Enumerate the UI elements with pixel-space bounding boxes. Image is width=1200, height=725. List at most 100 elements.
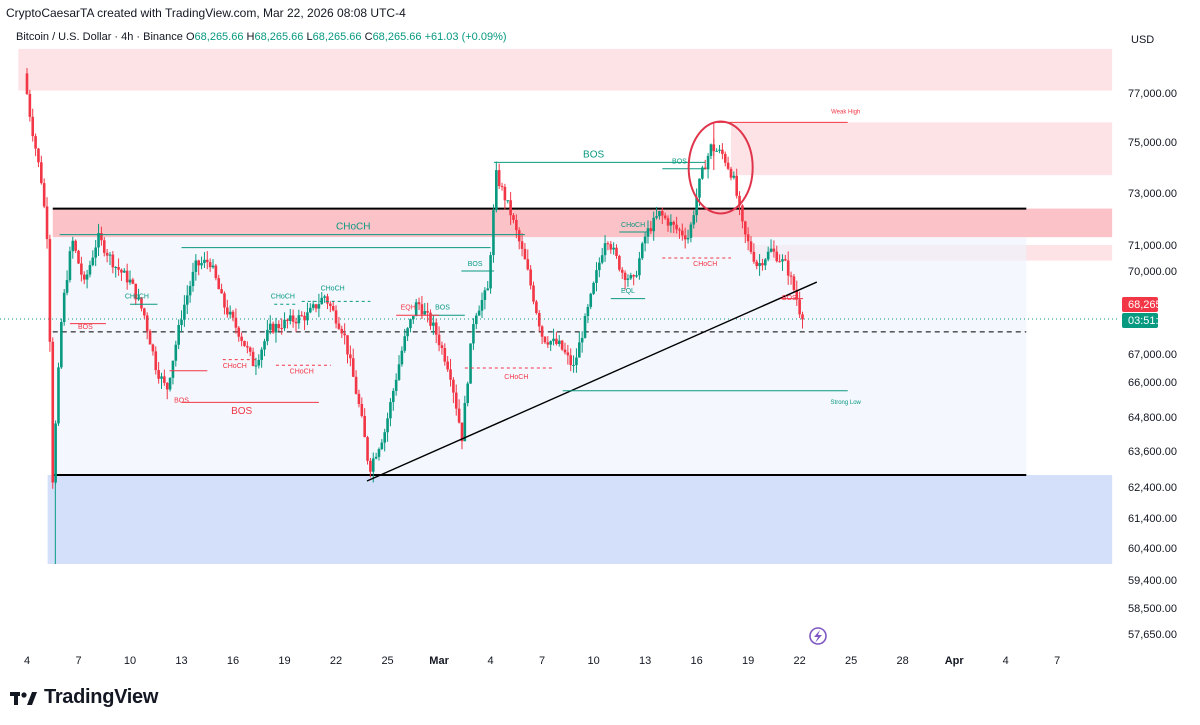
candle-body [672,221,676,225]
x-tick-label: 7 [1054,655,1060,667]
candle-body [755,261,759,267]
candle-body [497,170,501,187]
candle-body [137,297,140,300]
y-tick-label: 64,800.00 [1128,412,1177,424]
candle-body [626,278,630,280]
structure-label-choch: CHoCH [321,285,345,292]
candle-body [509,200,512,216]
candle-body [469,343,472,384]
candle-body [280,328,283,330]
candle-body [414,302,418,317]
candle-body [726,162,730,169]
candle-body [678,229,681,231]
candle-body [60,322,63,368]
tradingview-logo[interactable]: TradingView [10,686,158,709]
candle-body [706,155,710,170]
candles-layer [25,68,804,564]
y-tick-label: 60,400.00 [1128,543,1177,555]
candle-body [578,342,581,358]
strong-low-label: Strong Low [831,400,862,406]
candle-body [457,408,461,423]
x-tick-label: 10 [587,655,599,667]
y-tick-label: 73,000.00 [1128,188,1177,200]
candle-body [163,376,166,383]
candle-body [288,315,292,321]
structure-label-bos: BOS [782,295,797,302]
candle-body [165,382,169,390]
candle-body [595,270,598,283]
candle-body [741,205,744,222]
candle-body [357,393,361,405]
candle-body [555,338,558,345]
candle-body [329,303,332,306]
y-tick-label: 58,500.00 [1128,603,1177,615]
candle-body [535,301,538,314]
candle-body [512,215,515,220]
structure-label-bos: BOS [231,406,252,417]
candle-body [572,365,575,367]
candle-body [615,247,618,256]
candle-body [709,144,713,156]
candle-body [635,275,638,277]
candle-body [114,267,118,269]
candle-body [80,263,83,275]
y-tick-label: 63,600.00 [1128,446,1177,458]
zone-supply-0 [18,48,1113,91]
open-label: O [185,31,195,43]
open-value: 68,265.66 [194,31,244,43]
candle-body [117,267,120,270]
candle-body [775,251,779,262]
candle-body [766,251,770,260]
candle-body [277,323,281,329]
candle-body [784,259,787,261]
candle-body [311,304,315,308]
candle-body [738,195,741,206]
candle-body [583,316,587,338]
symbol-legend: Bitcoin / U.S. Dollar · 4h · Binance O68… [16,31,507,43]
candle-body [557,340,561,345]
candle-body [503,186,507,201]
candle-body [157,370,160,379]
candle-body [749,241,753,252]
candle-body [612,247,615,250]
candle-body [429,312,432,326]
candle-body [177,324,180,345]
candle-body [154,351,158,371]
x-tick-label: Mar [429,655,449,667]
candle-body [397,364,401,380]
candle-body [160,376,163,379]
candle-body [62,292,66,323]
x-tick-label: 25 [381,655,393,667]
candle-body [466,383,469,404]
candle-body [500,186,504,188]
candle-body [266,329,269,342]
candle-body [769,248,773,252]
candle-body [268,323,272,330]
candle-body [143,308,146,316]
candle-body [208,262,212,268]
candle-body [274,323,278,333]
structure-label-choch: CHoCH [125,294,149,301]
weak-high-label: Weak High [831,109,860,115]
candle-body [65,280,69,293]
x-tick-label: Apr [945,655,965,667]
candle-body [226,307,229,315]
candle-body [789,275,793,277]
candle-body [251,351,255,366]
candle-body [228,311,232,315]
candle-body [781,259,784,262]
candle-body [409,319,412,329]
price-chart[interactable]: CHoCH BOS BOS BOS CHoCH CHoCH CHoCH CHoCH BOS EQH… [0,0,1200,680]
candle-body [105,252,109,256]
candle-body [197,260,200,266]
candle-body [283,319,286,329]
candle-body [294,321,298,324]
candle-body [34,136,37,149]
candle-body [652,217,656,232]
countdown-badge [1122,313,1158,328]
axis-layer: USD 77,000.00 75,000.00 73,000.00 71,000.00 7… [24,34,1177,667]
x-tick-label: 19 [278,655,290,667]
zone-demand-5 [47,475,1113,564]
candle-body [463,403,467,442]
candle-body [569,355,573,366]
